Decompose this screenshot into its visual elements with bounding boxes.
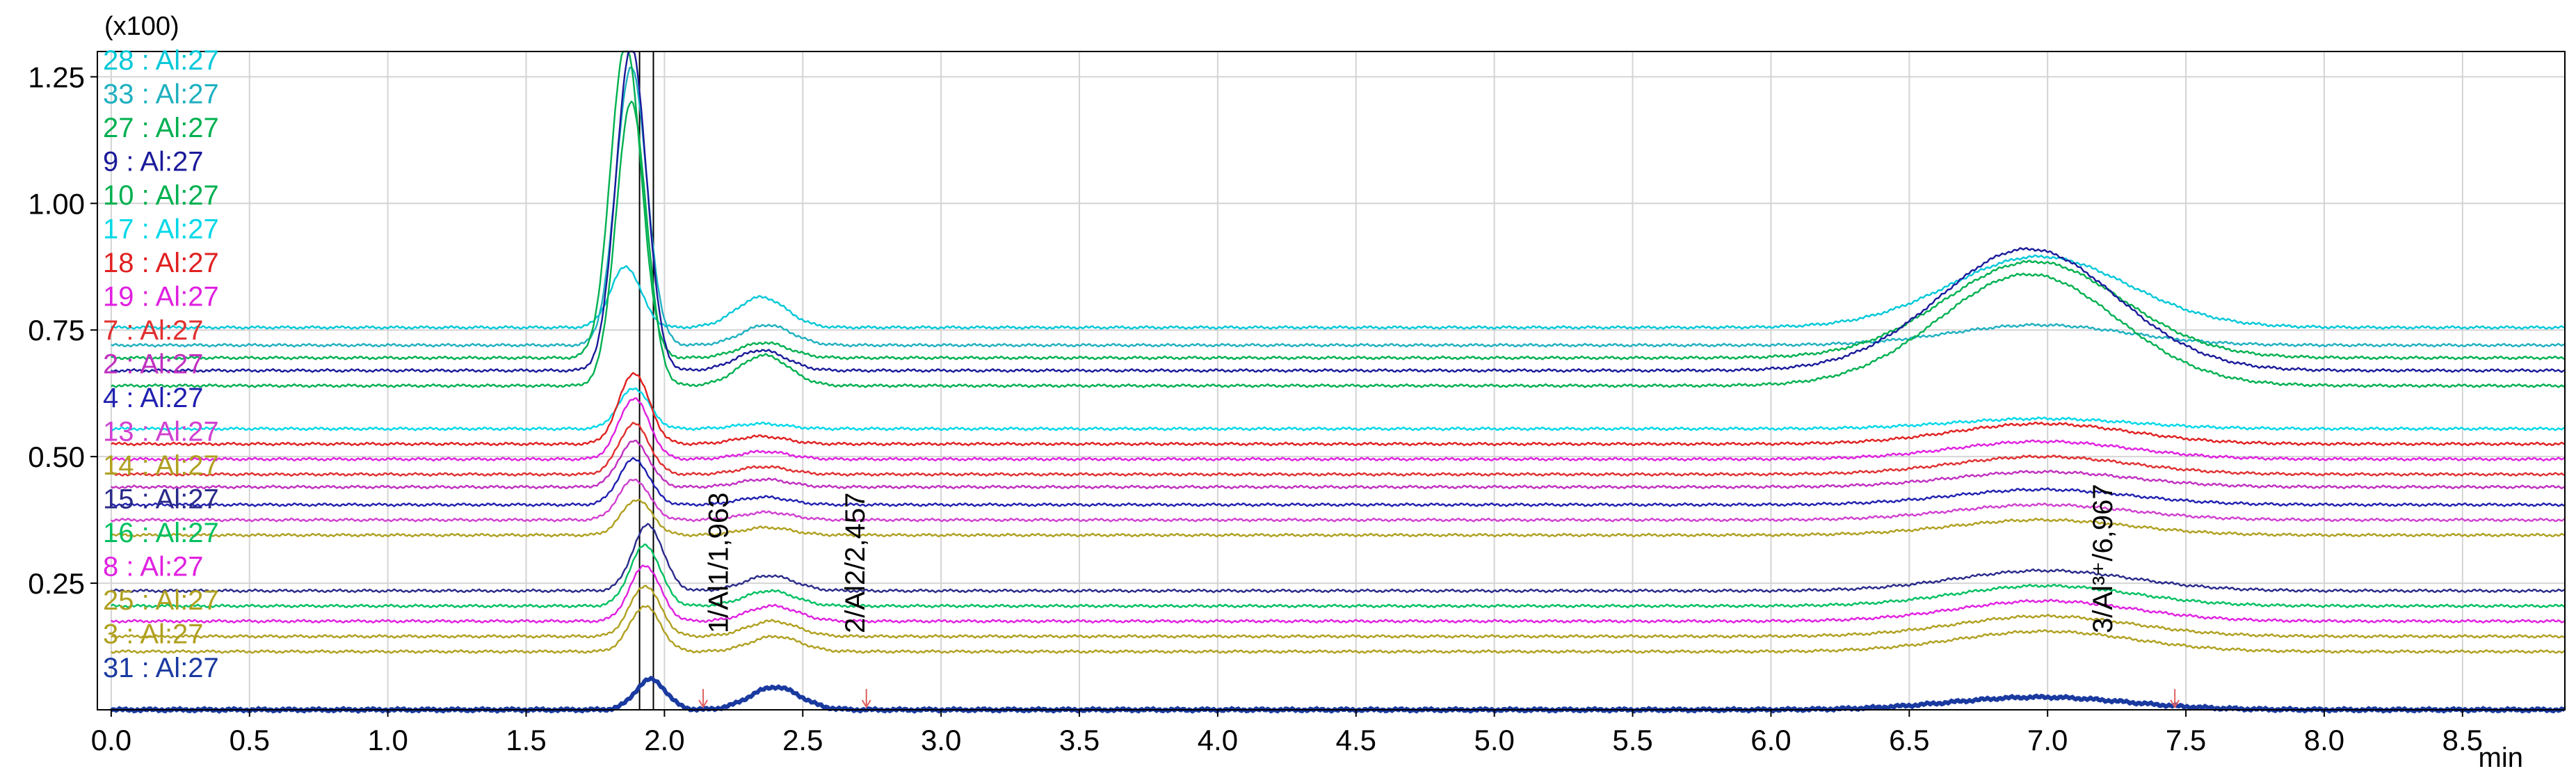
x-tick-label: 4.0	[1198, 724, 1238, 756]
x-tick-label: 2.5	[782, 724, 823, 756]
legend-entry: 16 : Al:27	[103, 518, 219, 548]
trace-line	[111, 387, 2566, 431]
legend-entry: 28 : Al:27	[103, 45, 219, 76]
x-tick-label: 4.5	[1336, 724, 1376, 756]
trace-line	[111, 498, 2566, 538]
legend-entry: 9 : Al:27	[103, 147, 204, 177]
integration-marker-arrow	[2170, 699, 2180, 708]
trace-line	[111, 439, 2566, 490]
legend-entry: 25 : Al:27	[103, 585, 219, 616]
trace-line	[111, 50, 2566, 360]
traces	[109, 50, 2566, 714]
trace-line	[111, 457, 2566, 507]
trace-line	[111, 543, 2566, 609]
plot-frame	[97, 51, 2566, 710]
trace-line	[111, 478, 2566, 523]
legend-entry: 13 : Al:27	[103, 417, 219, 447]
x-tick-label: 5.5	[1612, 724, 1652, 756]
x-tick-label: 3.0	[921, 724, 961, 756]
trace-line	[111, 66, 2566, 348]
legend-entry: 14 : Al:27	[103, 450, 219, 481]
trace-line	[111, 605, 2566, 654]
legend-entry: 10 : Al:27	[103, 180, 219, 211]
peak-annotation: 1/Al1/1,963	[704, 493, 734, 633]
legend-entry: 27 : Al:27	[103, 113, 219, 143]
x-tick-label: 1.5	[506, 724, 546, 756]
x-axis: 0.0 0.5 1.0 1.5 2.0 2.5 3.0 3.5 4.0 4.5 5.0 5.5 6.0 6…	[91, 710, 2483, 756]
legend-entry: 2 : Al:27	[103, 349, 204, 380]
legend-entry: 19 : Al:27	[103, 282, 219, 312]
peak-annotation: 3/Al³⁺/6,967	[2088, 484, 2118, 633]
y-tick-label: 1.25	[28, 61, 85, 93]
legend-entry: 17 : Al:27	[103, 214, 219, 245]
x-tick-label: 5.0	[1474, 724, 1514, 756]
x-tick-label: 7.5	[2166, 724, 2206, 756]
y-axis: 0.25 0.50 0.75 1.00 1.25	[28, 61, 97, 600]
x-tick-label: 3.5	[1059, 724, 1100, 756]
y-tick-label: 1.00	[28, 187, 85, 220]
y-multiplier-label: (x100)	[104, 12, 179, 41]
peak-annotation: 2/Al2/2,457	[840, 493, 871, 633]
y-tick-label: 0.25	[28, 567, 85, 600]
trace-line	[111, 585, 2566, 640]
x-axis-label: min	[2479, 743, 2523, 773]
legend-entry: 8 : Al:27	[103, 552, 204, 582]
legend-entry: 7 : Al:27	[103, 315, 204, 346]
trace-line	[111, 372, 2566, 447]
trace-line	[111, 564, 2566, 624]
x-tick-label: 6.0	[1750, 724, 1791, 756]
x-tick-label: 7.0	[2027, 724, 2068, 756]
peak-annotations: 1/Al1/1,963 2/Al2/2,457 3/Al³⁺/6,967	[704, 484, 2118, 633]
legend-entry: 4 : Al:27	[103, 383, 204, 413]
trace-line	[111, 397, 2566, 462]
x-tick-label: 8.5	[2442, 724, 2483, 756]
trace-line	[111, 50, 2566, 374]
y-tick-label: 0.50	[28, 440, 85, 473]
trace-line	[111, 100, 2566, 388]
integration-marker-arrow	[698, 699, 708, 708]
grid	[97, 51, 2565, 710]
vertical-lines	[638, 51, 654, 710]
y-tick-label: 0.75	[28, 314, 85, 347]
x-tick-label: 2.0	[644, 724, 684, 756]
legend-entry: 18 : Al:27	[103, 248, 219, 278]
legend-entry: 15 : Al:27	[103, 484, 219, 515]
legend-entry: 31 : Al:27	[103, 653, 219, 683]
integration-markers	[698, 689, 2180, 708]
trace-line	[111, 421, 2566, 477]
trace-line	[111, 523, 2566, 594]
x-tick-label: 6.5	[1889, 724, 1929, 756]
legend-entry: 33 : Al:27	[103, 79, 219, 110]
x-tick-label: 0.0	[91, 724, 131, 756]
trace-line	[111, 254, 2566, 331]
x-tick-label: 0.5	[230, 724, 270, 756]
x-tick-label: 8.0	[2304, 724, 2344, 756]
x-tick-label: 1.0	[367, 724, 408, 756]
legend-entry: 3 : Al:27	[103, 619, 204, 650]
integration-marker-arrow	[861, 699, 871, 708]
